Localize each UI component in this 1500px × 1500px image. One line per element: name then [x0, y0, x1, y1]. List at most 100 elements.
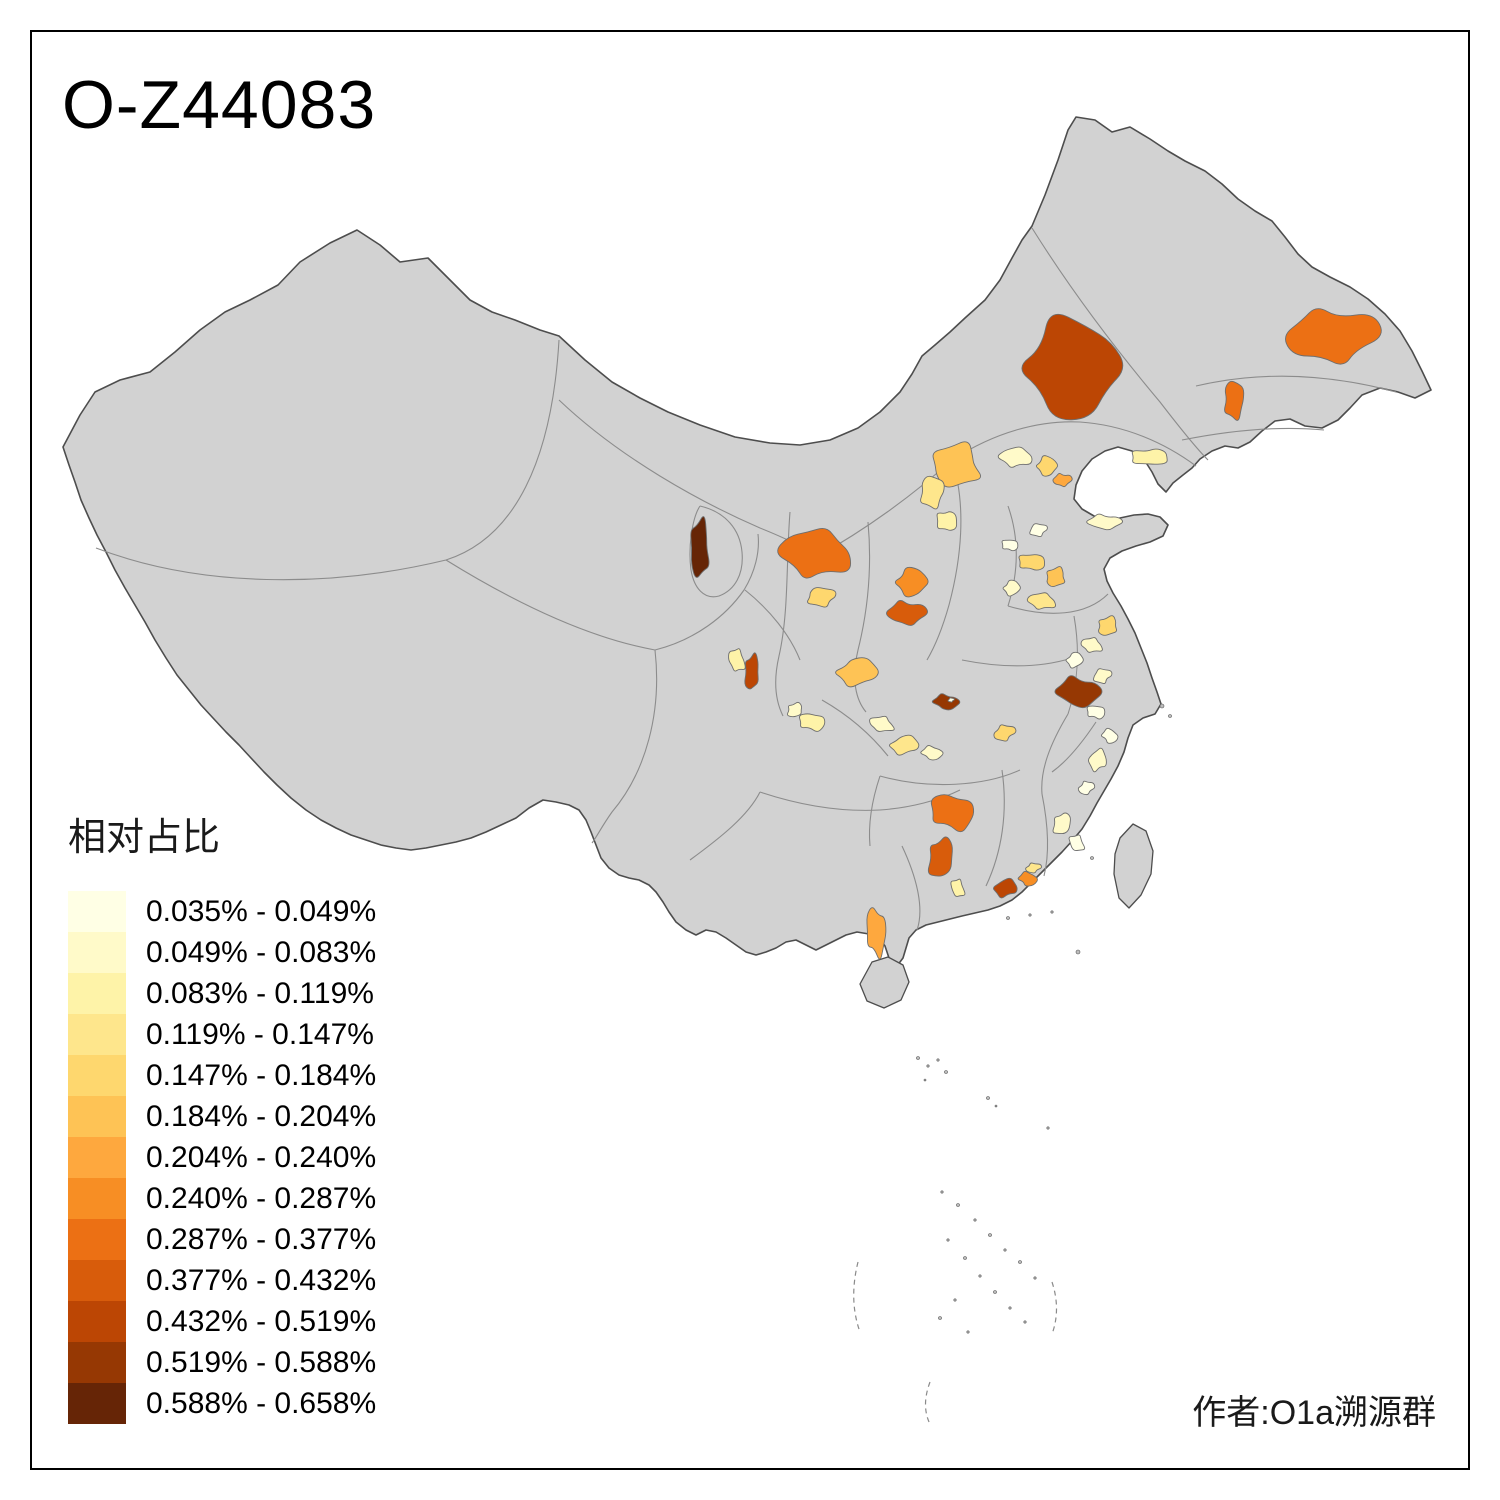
map-region — [744, 652, 759, 690]
attribution-text: 作者:O1a溯源群 — [1192, 1394, 1436, 1432]
map-region — [932, 441, 982, 488]
legend-swatch — [68, 891, 126, 932]
legend-title: 相对占比 — [68, 817, 221, 859]
map-region — [950, 878, 966, 897]
hainan-island-shape — [859, 956, 910, 1009]
legend-label: 0.287% - 0.377% — [146, 1222, 377, 1256]
map-region — [690, 516, 710, 578]
map-region — [1029, 523, 1048, 538]
legend-label: 0.204% - 0.240% — [146, 1140, 377, 1174]
chart-title: O-Z44083 — [62, 67, 377, 143]
map-region — [1035, 455, 1058, 477]
legend-row: 0.184% - 0.204% — [68, 1096, 376, 1137]
map-region — [1086, 513, 1123, 531]
legend-swatch — [68, 1055, 126, 1096]
legend-label: 0.240% - 0.287% — [146, 1181, 377, 1215]
legend-swatch — [68, 1383, 126, 1424]
map-region — [1098, 615, 1118, 636]
map-region — [835, 657, 879, 688]
legend-label: 0.588% - 0.658% — [146, 1386, 377, 1420]
legend-row: 0.287% - 0.377% — [68, 1219, 376, 1260]
legend-rows: 0.035% - 0.049% 0.049% - 0.083% 0.083% - 0… — [68, 891, 376, 1424]
south-china-sea-islands — [853, 703, 1172, 1425]
taiwan-island-shape — [1113, 823, 1154, 909]
legend: 相对占比 0.035% - 0.049% 0.049% - 0.083% 0.083… — [68, 806, 376, 1424]
legend-row: 0.119% - 0.147% — [68, 1014, 376, 1055]
map-region — [1021, 313, 1124, 421]
map-region — [1131, 448, 1168, 465]
map-region — [807, 587, 837, 608]
legend-swatch — [68, 1260, 126, 1301]
map-region — [1068, 834, 1086, 852]
legend-swatch — [68, 1219, 126, 1260]
map-region — [787, 701, 802, 718]
map-region — [927, 836, 953, 877]
legend-label: 0.147% - 0.184% — [146, 1058, 377, 1092]
legend-swatch — [68, 1178, 126, 1219]
legend-swatch — [68, 1096, 126, 1137]
legend-label: 0.119% - 0.147% — [146, 1017, 374, 1051]
colored-prefecture-regions — [690, 308, 1382, 960]
map-region — [1052, 472, 1073, 488]
legend-row: 0.377% - 0.432% — [68, 1260, 376, 1301]
legend-row: 0.240% - 0.287% — [68, 1178, 376, 1219]
map-region — [1093, 668, 1113, 684]
map-region — [894, 566, 929, 598]
map-region — [1052, 812, 1071, 835]
legend-row: 0.432% - 0.519% — [68, 1301, 376, 1342]
map-region — [1101, 727, 1119, 744]
map-region — [931, 693, 961, 711]
legend-row: 0.588% - 0.658% — [68, 1383, 376, 1424]
map-region — [728, 648, 746, 672]
map-region — [869, 715, 895, 732]
province-boundaries — [95, 227, 1397, 931]
map-region — [1224, 380, 1245, 421]
legend-label: 0.184% - 0.204% — [146, 1099, 377, 1133]
map-region — [920, 745, 944, 761]
map-region — [1025, 862, 1042, 874]
legend-swatch — [68, 1137, 126, 1178]
map-region — [1018, 554, 1046, 571]
map-region — [889, 734, 920, 756]
legend-swatch — [68, 1342, 126, 1383]
map-region — [1001, 539, 1019, 552]
map-region — [947, 697, 955, 703]
map-region — [1046, 566, 1066, 588]
legend-row: 0.204% - 0.240% — [68, 1137, 376, 1178]
legend-row: 0.083% - 0.119% — [68, 973, 376, 1014]
map-region — [930, 794, 975, 833]
legend-label: 0.519% - 0.588% — [146, 1345, 377, 1379]
legend-swatch — [68, 932, 126, 973]
map-region — [777, 528, 852, 579]
map-region — [1080, 637, 1103, 653]
legend-swatch — [68, 1301, 126, 1342]
legend-row: 0.147% - 0.184% — [68, 1055, 376, 1096]
map-region — [993, 724, 1017, 742]
legend-row: 0.049% - 0.083% — [68, 932, 376, 973]
map-region — [1026, 592, 1057, 610]
legend-label: 0.377% - 0.432% — [146, 1263, 377, 1297]
map-region — [1077, 780, 1096, 796]
legend-label: 0.035% - 0.049% — [146, 894, 377, 928]
map-region — [1088, 747, 1107, 773]
map-region — [993, 877, 1018, 899]
legend-row: 0.035% - 0.049% — [68, 891, 376, 932]
map-region — [997, 446, 1033, 468]
legend-swatch — [68, 973, 126, 1014]
map-region — [1285, 308, 1382, 365]
legend-label: 0.049% - 0.083% — [146, 935, 377, 969]
legend-label: 0.432% - 0.519% — [146, 1304, 377, 1338]
map-region — [1017, 871, 1038, 887]
map-region — [1065, 651, 1084, 669]
map-region — [936, 511, 958, 531]
map-region — [1086, 705, 1106, 720]
map-region — [799, 713, 826, 732]
legend-swatch — [68, 1014, 126, 1055]
map-region — [886, 600, 928, 626]
legend-row: 0.519% - 0.588% — [68, 1342, 376, 1383]
legend-label: 0.083% - 0.119% — [146, 976, 374, 1010]
map-region — [1054, 675, 1103, 709]
map-region — [1002, 579, 1021, 597]
